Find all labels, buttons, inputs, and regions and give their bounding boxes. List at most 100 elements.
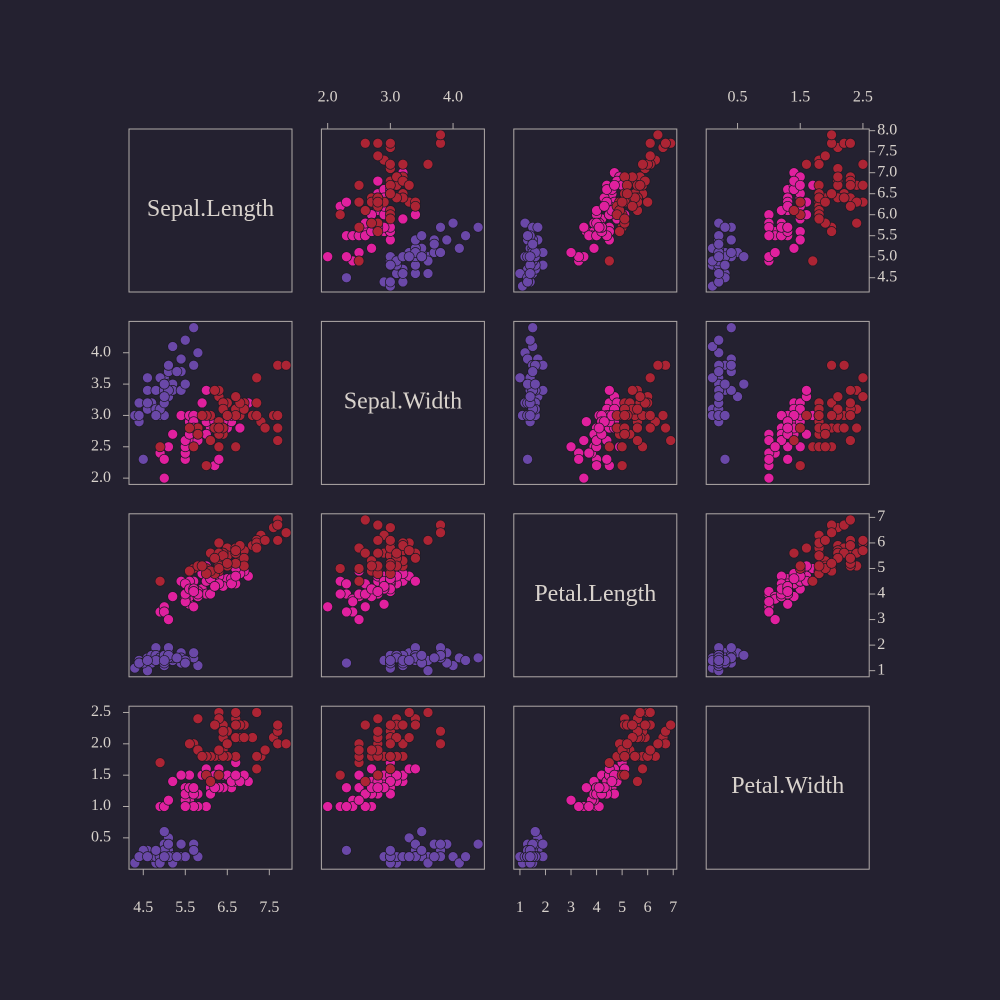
point bbox=[604, 441, 615, 453]
point bbox=[372, 226, 384, 237]
point bbox=[385, 719, 396, 731]
point bbox=[217, 725, 229, 737]
point bbox=[801, 410, 812, 421]
point bbox=[385, 845, 396, 856]
point bbox=[322, 601, 334, 613]
point bbox=[188, 586, 200, 597]
point bbox=[665, 719, 677, 731]
point bbox=[524, 391, 536, 402]
point bbox=[385, 522, 396, 533]
point bbox=[529, 378, 541, 390]
x-tick-label: 1.5 bbox=[790, 89, 810, 106]
point bbox=[403, 851, 415, 863]
point bbox=[353, 744, 365, 756]
point bbox=[213, 441, 225, 453]
point bbox=[158, 472, 170, 484]
point bbox=[353, 179, 365, 191]
point bbox=[857, 535, 869, 546]
point bbox=[184, 422, 195, 434]
point bbox=[807, 575, 819, 587]
point bbox=[632, 435, 643, 446]
point bbox=[524, 268, 536, 279]
point bbox=[428, 851, 440, 863]
point bbox=[196, 751, 208, 762]
point bbox=[422, 158, 434, 170]
point bbox=[221, 738, 233, 750]
point bbox=[175, 769, 187, 781]
point bbox=[221, 558, 233, 569]
point bbox=[460, 851, 471, 863]
point bbox=[341, 272, 352, 284]
point bbox=[359, 719, 371, 731]
point bbox=[769, 247, 781, 258]
point bbox=[347, 596, 359, 608]
point bbox=[593, 782, 605, 794]
point bbox=[372, 769, 384, 781]
point bbox=[794, 179, 806, 191]
point bbox=[614, 226, 625, 237]
point bbox=[251, 410, 263, 421]
point bbox=[453, 242, 465, 254]
point bbox=[272, 422, 284, 434]
point bbox=[385, 763, 396, 775]
x-tick-label: 2.0 bbox=[318, 89, 338, 106]
point bbox=[213, 744, 225, 756]
y-tick-label: 5.5 bbox=[877, 226, 897, 243]
point bbox=[353, 614, 365, 625]
point bbox=[644, 744, 656, 756]
y-tick-label: 6.5 bbox=[877, 184, 897, 201]
point bbox=[188, 845, 200, 856]
point bbox=[280, 527, 292, 539]
point bbox=[435, 838, 446, 850]
point bbox=[845, 200, 856, 212]
point bbox=[609, 179, 620, 191]
point bbox=[819, 535, 831, 546]
point bbox=[230, 570, 242, 582]
point bbox=[372, 150, 384, 162]
variable-label: Petal.Width bbox=[731, 773, 844, 799]
point bbox=[428, 238, 440, 250]
point bbox=[272, 435, 284, 446]
point bbox=[251, 751, 263, 762]
point bbox=[209, 581, 221, 592]
point bbox=[403, 179, 415, 191]
point bbox=[385, 560, 396, 572]
point bbox=[133, 410, 145, 421]
point bbox=[788, 205, 800, 216]
point bbox=[725, 642, 737, 654]
point bbox=[410, 763, 421, 775]
panel bbox=[705, 705, 870, 870]
point bbox=[644, 372, 656, 384]
point bbox=[391, 547, 402, 559]
point bbox=[626, 719, 638, 731]
point bbox=[583, 447, 595, 459]
point bbox=[573, 801, 585, 812]
point bbox=[416, 649, 428, 661]
point bbox=[192, 713, 204, 725]
point bbox=[738, 378, 750, 390]
point bbox=[272, 719, 284, 731]
point bbox=[788, 573, 800, 585]
point bbox=[794, 234, 806, 246]
point bbox=[725, 234, 737, 246]
point bbox=[657, 410, 669, 421]
point bbox=[639, 719, 651, 731]
point bbox=[644, 422, 656, 434]
point bbox=[801, 158, 812, 170]
point bbox=[179, 657, 191, 669]
point bbox=[591, 460, 602, 471]
point bbox=[403, 707, 415, 718]
point bbox=[616, 196, 628, 208]
point bbox=[819, 196, 831, 208]
point bbox=[435, 247, 446, 258]
point bbox=[788, 435, 800, 446]
point bbox=[251, 707, 263, 718]
point bbox=[573, 453, 585, 465]
point bbox=[385, 738, 396, 750]
point bbox=[154, 757, 166, 768]
y-tick-label: 3 bbox=[877, 610, 885, 627]
point bbox=[359, 137, 371, 149]
panel bbox=[705, 513, 870, 678]
point bbox=[725, 322, 737, 334]
point bbox=[422, 707, 434, 718]
